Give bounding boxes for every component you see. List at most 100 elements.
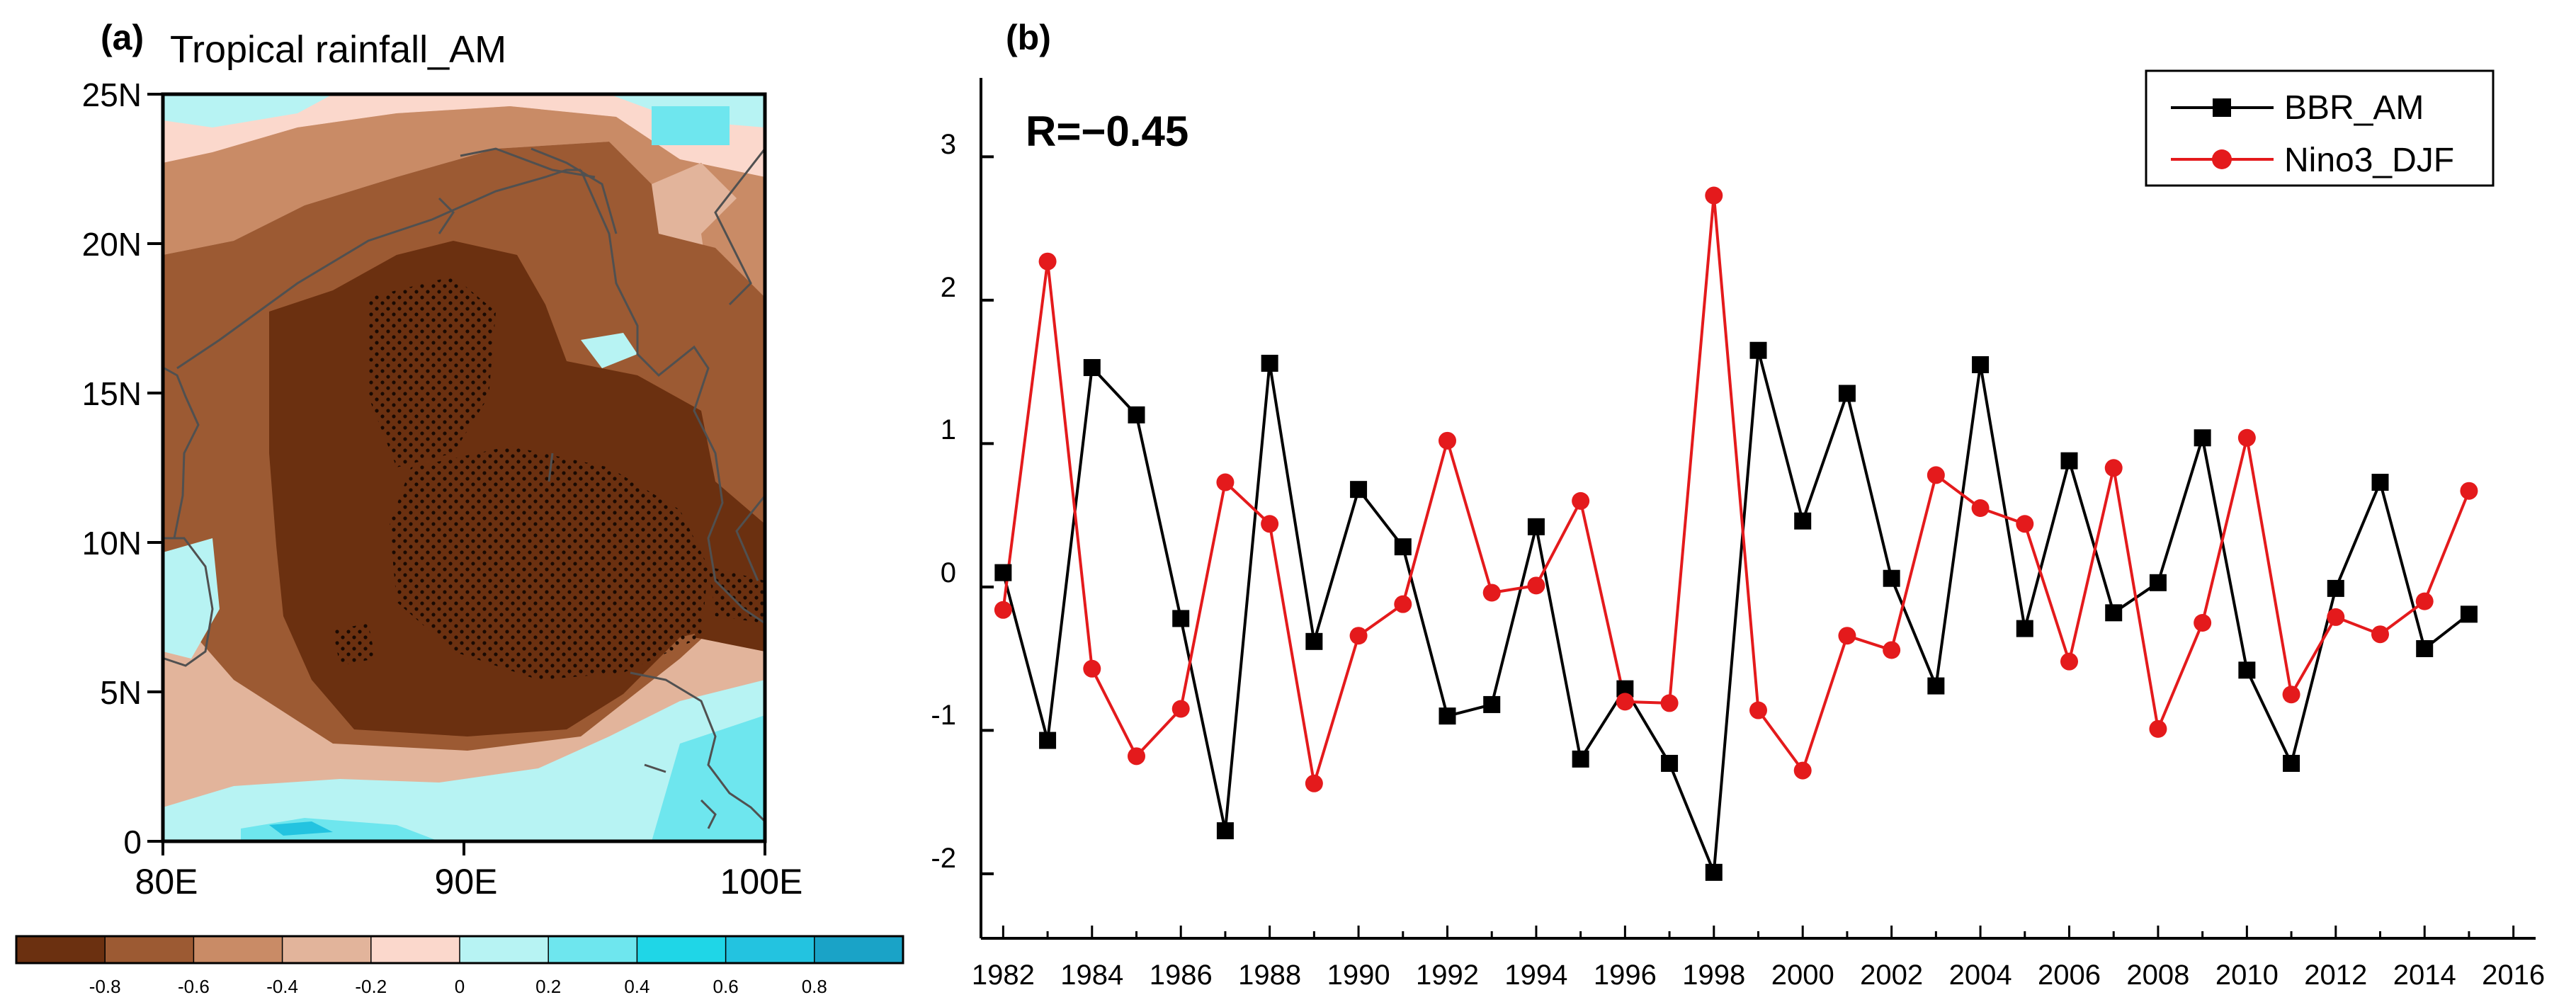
data-point-bbr_am xyxy=(1483,695,1501,713)
data-point-bbr_am xyxy=(1883,569,1900,587)
data-point-bbr_am xyxy=(1394,538,1412,556)
data-point-bbr_am xyxy=(1972,356,1990,373)
data-point-bbr_am xyxy=(2016,620,2033,637)
data-point-bbr_am xyxy=(2371,474,2389,491)
data-point-nino3_djf xyxy=(2371,625,2389,644)
data-point-bbr_am xyxy=(2060,452,2078,470)
x-tick-label: 2012 xyxy=(2304,960,2367,991)
panel-b-label: (b) xyxy=(1006,18,1051,57)
data-point-nino3_djf xyxy=(1705,186,1723,205)
data-point-bbr_am xyxy=(1039,732,1057,749)
colorbar: -0.8 -0.6 -0.4 -0.2 0 0.2 0.4 0.6 0.8 xyxy=(15,935,904,997)
x-tick-label: 1984 xyxy=(1060,960,1123,991)
x-tick-label: 1994 xyxy=(1504,960,1567,991)
colorbar-tick-label: 0.4 xyxy=(624,976,649,997)
colorbar-tick-label: 0 xyxy=(455,976,465,997)
legend-marker-bbr xyxy=(2213,98,2231,117)
colorbar-tick-label: -0.4 xyxy=(266,976,298,997)
data-point-bbr_am xyxy=(1261,354,1278,372)
data-point-nino3_djf xyxy=(2460,482,2478,500)
data-point-bbr_am xyxy=(1305,632,1323,650)
data-point-nino3_djf xyxy=(1660,694,1679,712)
data-point-nino3_djf xyxy=(1261,515,1279,533)
data-point-bbr_am xyxy=(1572,750,1589,768)
data-point-nino3_djf xyxy=(1349,627,1368,645)
x-tick-label: 1986 xyxy=(1150,960,1213,991)
data-point-bbr_am xyxy=(1749,341,1767,359)
data-point-nino3_djf xyxy=(1038,252,1057,271)
x-tick-label: 2006 xyxy=(2038,960,2101,991)
colorbar-cell xyxy=(814,935,904,964)
colorbar-cell xyxy=(193,935,283,964)
data-point-nino3_djf xyxy=(994,601,1012,619)
data-point-nino3_djf xyxy=(2194,614,2212,632)
colorbar-tick-label: -0.8 xyxy=(89,976,121,997)
data-point-bbr_am xyxy=(2105,604,2123,622)
x-tick-label: 2004 xyxy=(1949,960,2012,991)
colorbar-tick-label: 0.8 xyxy=(802,976,827,997)
data-point-bbr_am xyxy=(2416,639,2434,657)
data-point-bbr_am xyxy=(2283,754,2300,772)
data-point-bbr_am xyxy=(1350,481,1368,499)
data-point-nino3_djf xyxy=(2016,515,2034,533)
map-y-tick: 15N xyxy=(82,375,142,412)
data-point-nino3_djf xyxy=(1083,659,1101,678)
colorbar-cell xyxy=(16,935,106,964)
series-line-nino3_djf xyxy=(1002,194,2470,785)
data-point-nino3_djf xyxy=(2104,459,2123,477)
data-point-bbr_am xyxy=(1927,677,1945,695)
data-point-nino3_djf xyxy=(1793,761,1812,780)
data-point-bbr_am xyxy=(1838,385,1856,402)
y-tick-label: -1 xyxy=(931,700,956,731)
data-point-bbr_am xyxy=(1794,512,1812,530)
panel-b: (b) -2 -1 0 1 2 3 1982 1984 1986 1988 1990 19… xyxy=(931,18,2545,991)
colorbar-tick-label: 0.2 xyxy=(535,976,561,997)
map-y-axis: 0 5N 10N 15N 20N 25N xyxy=(82,76,163,860)
data-point-bbr_am xyxy=(1128,406,1145,423)
map-y-tick: 25N xyxy=(82,76,142,113)
data-point-nino3_djf xyxy=(1971,499,1990,517)
colorbar-tick-label: -0.6 xyxy=(178,976,210,997)
data-point-bbr_am xyxy=(994,564,1012,581)
y-tick-label: -2 xyxy=(931,843,956,874)
data-point-nino3_djf xyxy=(1616,693,1634,711)
data-point-nino3_djf xyxy=(2237,428,2256,447)
colorbar-cell xyxy=(547,935,638,964)
data-point-nino3_djf xyxy=(2149,719,2167,738)
map-y-tick: 20N xyxy=(82,226,142,263)
data-point-nino3_djf xyxy=(1171,700,1190,718)
y-tick-label: 3 xyxy=(941,129,956,160)
panel-a-label: (a) xyxy=(101,18,144,57)
map-x-tick: 90E xyxy=(435,862,498,901)
legend-marker-nino3 xyxy=(2212,149,2232,169)
data-point-bbr_am xyxy=(2327,579,2344,597)
legend-label-bbr: BBR_AM xyxy=(2284,89,2424,127)
data-point-nino3_djf xyxy=(1394,595,1412,613)
x-tick-label: 2016 xyxy=(2482,960,2545,991)
data-point-bbr_am xyxy=(1439,707,1456,725)
colorbar-cell xyxy=(636,935,727,964)
data-point-nino3_djf xyxy=(2282,685,2300,704)
y-tick-label: 1 xyxy=(941,414,956,445)
colorbar-cell xyxy=(104,935,195,964)
data-point-nino3_djf xyxy=(1305,774,1323,792)
data-point-nino3_djf xyxy=(1216,473,1235,491)
x-tick-label: 2014 xyxy=(2393,960,2456,991)
data-point-nino3_djf xyxy=(1927,466,1945,484)
x-tick-label: 1990 xyxy=(1327,960,1390,991)
data-point-nino3_djf xyxy=(1527,576,1545,595)
x-tick-label: 2008 xyxy=(2126,960,2189,991)
data-point-nino3_djf xyxy=(1439,431,1456,450)
map-y-tick: 5N xyxy=(100,674,142,711)
data-point-nino3_djf xyxy=(1883,641,1901,659)
x-tick-label: 2002 xyxy=(1860,960,1923,991)
data-point-bbr_am xyxy=(1661,754,1679,772)
x-tick-label: 1998 xyxy=(1682,960,1745,991)
map-x-tick: 80E xyxy=(135,862,198,901)
data-point-bbr_am xyxy=(2149,574,2167,591)
data-point-nino3_djf xyxy=(2415,592,2434,610)
data-point-nino3_djf xyxy=(2060,652,2078,671)
legend-label-nino3: Nino3_DJF xyxy=(2284,142,2454,179)
data-point-bbr_am xyxy=(1527,518,1545,535)
